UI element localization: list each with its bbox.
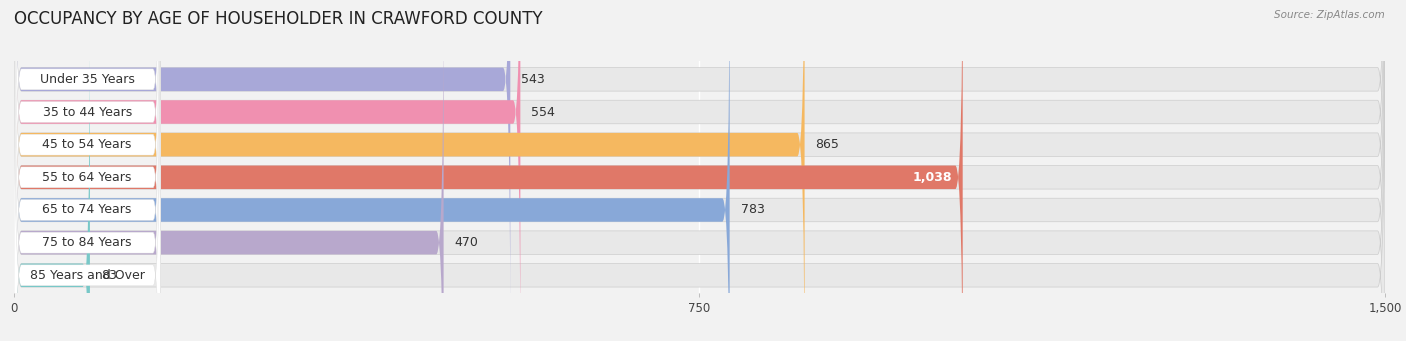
FancyBboxPatch shape — [14, 0, 160, 341]
FancyBboxPatch shape — [14, 0, 444, 341]
FancyBboxPatch shape — [14, 0, 1385, 341]
FancyBboxPatch shape — [14, 26, 1385, 341]
FancyBboxPatch shape — [14, 0, 160, 341]
Text: 85 Years and Over: 85 Years and Over — [30, 269, 145, 282]
Text: 45 to 54 Years: 45 to 54 Years — [42, 138, 132, 151]
FancyBboxPatch shape — [14, 0, 1385, 341]
FancyBboxPatch shape — [14, 0, 963, 341]
FancyBboxPatch shape — [14, 0, 160, 330]
FancyBboxPatch shape — [14, 0, 1385, 329]
FancyBboxPatch shape — [14, 0, 730, 341]
Text: 865: 865 — [815, 138, 839, 151]
Text: Under 35 Years: Under 35 Years — [39, 73, 135, 86]
Text: 65 to 74 Years: 65 to 74 Years — [42, 204, 132, 217]
Text: 1,038: 1,038 — [912, 171, 952, 184]
Text: 75 to 84 Years: 75 to 84 Years — [42, 236, 132, 249]
Text: 55 to 64 Years: 55 to 64 Years — [42, 171, 132, 184]
FancyBboxPatch shape — [14, 0, 160, 341]
FancyBboxPatch shape — [14, 0, 160, 341]
Text: OCCUPANCY BY AGE OF HOUSEHOLDER IN CRAWFORD COUNTY: OCCUPANCY BY AGE OF HOUSEHOLDER IN CRAWF… — [14, 10, 543, 28]
FancyBboxPatch shape — [14, 26, 90, 341]
Text: 83: 83 — [101, 269, 117, 282]
FancyBboxPatch shape — [14, 25, 160, 341]
FancyBboxPatch shape — [14, 0, 520, 341]
Text: Source: ZipAtlas.com: Source: ZipAtlas.com — [1274, 10, 1385, 20]
Text: 543: 543 — [522, 73, 546, 86]
FancyBboxPatch shape — [14, 0, 510, 329]
Text: 783: 783 — [741, 204, 765, 217]
FancyBboxPatch shape — [14, 0, 1385, 341]
FancyBboxPatch shape — [14, 0, 804, 341]
Text: 554: 554 — [531, 105, 555, 119]
Text: 35 to 44 Years: 35 to 44 Years — [42, 105, 132, 119]
FancyBboxPatch shape — [14, 0, 160, 341]
Text: 470: 470 — [454, 236, 478, 249]
FancyBboxPatch shape — [14, 0, 1385, 341]
FancyBboxPatch shape — [14, 0, 1385, 341]
